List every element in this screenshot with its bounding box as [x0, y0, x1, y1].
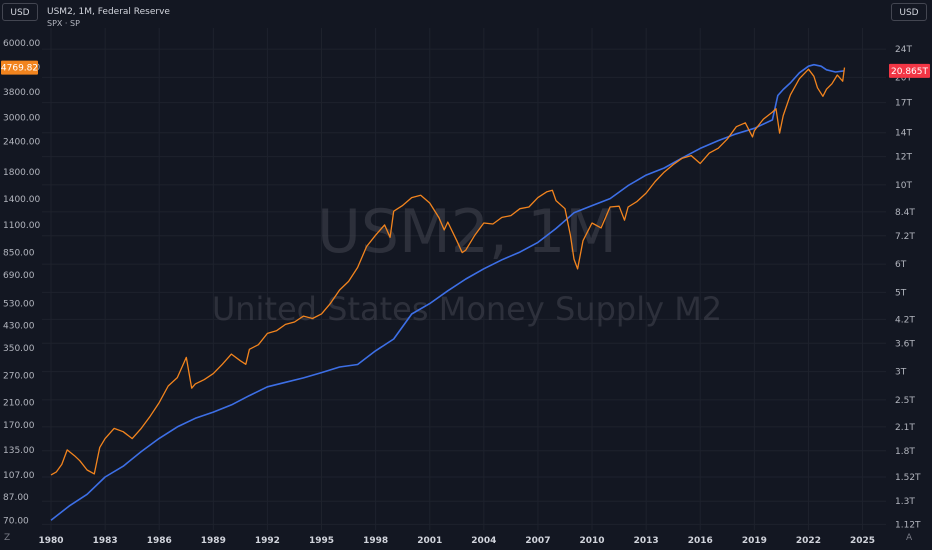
right-axis-tick-label: 3T	[895, 368, 907, 378]
right-axis-tick-label: 1.8T	[895, 447, 915, 457]
watermark-symbol: USM2, 1M	[317, 197, 617, 267]
left-axis-tick-label: 210.00	[3, 399, 35, 409]
left-axis-tick-label: 1100.00	[3, 221, 40, 231]
spx-last-value-label: 4769.82	[1, 64, 38, 74]
right-axis-tick-label: 7.2T	[895, 232, 915, 242]
left-axis-tick-label: 3800.00	[3, 88, 40, 98]
time-axis-tick-label: 2022	[796, 536, 821, 546]
chart-watermark: USM2, 1M United States Money Supply M2	[212, 197, 722, 328]
time-axis[interactable]: 1980 1983 1986 1989 1992 1995 1998 2001 2004 2007…	[38, 536, 875, 546]
left-axis-tick-label: 87.00	[3, 493, 29, 503]
legend-subtitle[interactable]: SPX · SP	[47, 19, 80, 28]
time-axis-tick-label: 1992	[255, 536, 280, 546]
right-axis-tick-label: 1.3T	[895, 497, 915, 507]
right-axis-tick-label: 2.1T	[895, 423, 915, 433]
timezone-icon[interactable]: Z	[4, 533, 11, 543]
right-axis-tick-label: 2.5T	[895, 396, 915, 406]
left-axis-tick-label: 350.00	[3, 344, 35, 354]
right-axis-tick-label: 3.6T	[895, 339, 915, 349]
left-axis-tick-label: 170.00	[3, 421, 35, 431]
legend-title[interactable]: USM2, 1M, Federal Reserve	[47, 7, 170, 17]
series-layer	[50, 63, 846, 521]
time-axis-tick-label: 2004	[471, 536, 496, 546]
left-axis-tick-label: 135.00	[3, 446, 35, 456]
time-axis-tick-label: 2025	[850, 536, 875, 546]
time-axis-tick-label: 2001	[417, 536, 442, 546]
chart-grid	[42, 28, 886, 530]
left-axis-tick-label: 107.00	[3, 471, 35, 481]
time-axis-tick-label: 2010	[580, 536, 605, 546]
right-axis-tick-label: 8.4T	[895, 208, 915, 218]
right-axis-tick-label: 1.52T	[895, 473, 921, 483]
left-price-axis[interactable]: 6000.004800.003800.003000.002400.001800.…	[3, 39, 40, 526]
left-currency-button[interactable]: USD	[2, 3, 38, 21]
right-price-axis[interactable]: 24T 20T 17T 14T 12T 10T 8.4T 7.2T 6T 5T 4.2T 3.6T 3T…	[895, 45, 921, 530]
left-axis-tick-label: 690.00	[3, 271, 35, 281]
left-axis-tick-label: 1400.00	[3, 195, 40, 205]
right-axis-tick-label: 6T	[895, 260, 907, 270]
time-axis-tick-label: 1995	[309, 536, 334, 546]
right-axis-tick-label: 20T	[895, 73, 912, 83]
time-axis-tick-label: 1980	[38, 536, 63, 546]
right-axis-tick-label: 17T	[895, 99, 912, 109]
m2-series-line	[50, 63, 845, 521]
left-axis-tick-label: 430.00	[3, 322, 35, 332]
right-axis-tick-label: 14T	[895, 129, 912, 139]
left-axis-tick-label: 530.00	[3, 299, 35, 309]
chart-legend: USM2, 1M, Federal Reserve SPX · SP	[47, 6, 170, 30]
m2-last-value-badge	[889, 63, 930, 78]
m2-last-value-label: 20.865T	[891, 67, 928, 77]
left-axis-tick-label: 270.00	[3, 372, 35, 382]
auto-scale-icon[interactable]: A	[906, 533, 913, 543]
right-axis-tick-label: 12T	[895, 153, 912, 163]
left-axis-tick-label: 6000.00	[3, 39, 40, 49]
time-axis-tick-label: 2016	[688, 536, 713, 546]
spx-last-value-badge	[1, 60, 38, 75]
left-axis-tick-label: 2400.00	[3, 137, 40, 147]
time-axis-tick-label: 1983	[93, 536, 118, 546]
left-axis-tick-label: 850.00	[3, 249, 35, 259]
right-axis-tick-label: 10T	[895, 181, 912, 191]
left-axis-tick-label: 1800.00	[3, 168, 40, 178]
right-axis-tick-label: 5T	[895, 288, 907, 298]
watermark-description: United States Money Supply M2	[212, 290, 722, 328]
right-axis-tick-label: 24T	[895, 45, 912, 55]
time-axis-tick-label: 2019	[742, 536, 767, 546]
time-axis-tick-label: 1986	[147, 536, 172, 546]
left-axis-tick-label: 3000.00	[3, 113, 40, 123]
spx-series-line	[50, 67, 846, 476]
right-axis-tick-label: 4.2T	[895, 315, 915, 325]
last-value-badges: 4769.82 20.865T	[1, 60, 930, 78]
left-axis-tick-label: 70.00	[3, 516, 29, 526]
time-axis-tick-label: 2007	[525, 536, 550, 546]
right-axis-tick-label: 1.12T	[895, 520, 921, 530]
right-currency-button[interactable]: USD	[891, 3, 927, 21]
time-axis-tick-label: 1989	[201, 536, 226, 546]
time-axis-tick-label: 2013	[634, 536, 659, 546]
time-axis-tick-label: 1998	[363, 536, 388, 546]
